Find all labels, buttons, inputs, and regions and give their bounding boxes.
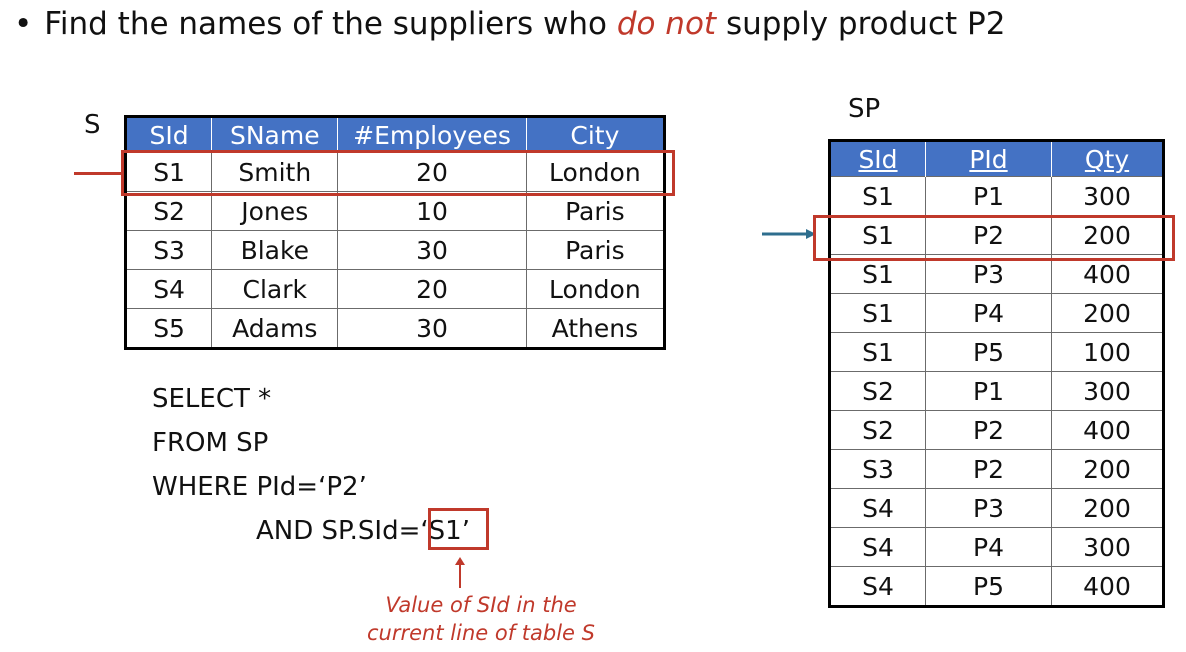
table-cell: Smith <box>211 152 339 192</box>
table-cell: 30 <box>337 308 527 349</box>
table-cell: 400 <box>1051 566 1164 607</box>
annotation-note: Value of SId in the current line of tabl… <box>341 591 621 647</box>
table-row: S3 Blake 30 Paris <box>124 230 666 270</box>
note-line-2: current line of table S <box>367 621 595 645</box>
sql-line-from: FROM SP <box>152 428 269 458</box>
table-row: S4 Clark 20 London <box>124 269 666 309</box>
table-cell: S4 <box>829 527 926 567</box>
column-header: PId <box>925 140 1052 177</box>
column-header: SId <box>829 140 926 177</box>
table-cell: P1 <box>925 371 1052 411</box>
table-cell: Paris <box>525 191 666 231</box>
table-cell: 20 <box>337 152 527 192</box>
sql-and-prefix: AND SP.SId= <box>256 516 421 546</box>
table-cell: P2 <box>925 410 1052 450</box>
table-row: S2 Jones 10 Paris <box>124 191 666 231</box>
table-cell: S1 <box>829 332 926 372</box>
table-cell: Jones <box>211 191 339 231</box>
table-cell: S3 <box>829 449 926 489</box>
table-cell: S4 <box>829 488 926 528</box>
table-row: S3 P2 200 <box>829 449 1164 489</box>
table-cell: P2 <box>925 215 1052 255</box>
title-emphasis: do not <box>616 6 717 42</box>
table-cell: 400 <box>1051 410 1164 450</box>
table-cell: London <box>525 269 666 309</box>
arrow-up-icon <box>455 557 465 588</box>
table-row: S1 P1 300 <box>829 176 1164 216</box>
table-s: SId SName #Employees City S1 Smith 20 London S2… <box>124 115 666 350</box>
table-cell: P1 <box>925 176 1052 216</box>
sql-line-where: WHERE PId=‘P2’ <box>152 472 367 502</box>
highlight-sql-value <box>428 508 489 550</box>
table-cell: S2 <box>124 191 213 231</box>
table-row: S4 P5 400 <box>829 566 1164 607</box>
table-row: S1 P4 200 <box>829 293 1164 333</box>
title-text-after: supply product P2 <box>716 6 1006 42</box>
table-cell: S5 <box>124 308 213 349</box>
table-sp: SId PId Qty S1 P1 300 S1 P2 200 S1 P3 400 S1 P4 200 S1… <box>828 139 1165 608</box>
table-cell: 200 <box>1051 293 1164 333</box>
table-cell: London <box>525 152 666 192</box>
table-cell: S4 <box>124 269 213 309</box>
arrow-right-icon <box>762 229 816 239</box>
table-cell: S4 <box>829 566 926 607</box>
table-cell: 200 <box>1051 488 1164 528</box>
table-row: S2 P1 300 <box>829 371 1164 411</box>
table-cell: S2 <box>829 410 926 450</box>
table-row: S2 P2 400 <box>829 410 1164 450</box>
column-header: SName <box>211 116 339 153</box>
column-header: City <box>525 116 666 153</box>
highlight-sp-row <box>813 215 1175 261</box>
table-cell: 300 <box>1051 371 1164 411</box>
table-cell: S3 <box>124 230 213 270</box>
column-header: #Employees <box>337 116 527 153</box>
title-text-before: Find the names of the suppliers who <box>44 6 617 42</box>
sql-line-and: AND SP.SId=‘S1’ <box>152 509 470 553</box>
sql-query: SELECT * FROM SP WHERE PId=‘P2’ AND SP.S… <box>152 377 470 553</box>
table-cell: P4 <box>925 527 1052 567</box>
table-cell: Clark <box>211 269 339 309</box>
table-row: S1 Smith 20 London <box>124 152 666 192</box>
table-cell: P5 <box>925 566 1052 607</box>
table-cell: 20 <box>337 269 527 309</box>
note-line-1: Value of SId in the <box>385 593 577 617</box>
row-pointer-line <box>74 172 124 175</box>
table-cell: Blake <box>211 230 339 270</box>
highlight-s-row <box>121 150 675 196</box>
sql-line-select: SELECT * <box>152 384 272 414</box>
table-s-label: S <box>84 110 101 140</box>
table-cell: P3 <box>925 488 1052 528</box>
table-cell: Paris <box>525 230 666 270</box>
table-cell: S2 <box>829 371 926 411</box>
column-header: Qty <box>1051 140 1164 177</box>
column-header: SId <box>124 116 213 153</box>
table-sp-label: SP <box>848 94 881 124</box>
table-cell: S1 <box>829 293 926 333</box>
table-cell: Adams <box>211 308 339 349</box>
table-cell: 200 <box>1051 215 1164 255</box>
bullet-icon: • <box>14 6 33 42</box>
table-cell: 30 <box>337 230 527 270</box>
table-row: S4 P3 200 <box>829 488 1164 528</box>
slide-title: • Find the names of the suppliers who do … <box>14 6 1005 42</box>
table-cell: 100 <box>1051 332 1164 372</box>
table-cell: P4 <box>925 293 1052 333</box>
table-row: S5 Adams 30 Athens <box>124 308 666 349</box>
table-cell: S1 <box>829 176 926 216</box>
table-cell: 200 <box>1051 449 1164 489</box>
table-cell: P5 <box>925 332 1052 372</box>
table-cell: 10 <box>337 191 527 231</box>
table-cell: 300 <box>1051 527 1164 567</box>
table-row: S1 P5 100 <box>829 332 1164 372</box>
table-cell: 300 <box>1051 176 1164 216</box>
table-cell: Athens <box>525 308 666 349</box>
table-cell: P2 <box>925 449 1052 489</box>
table-row: S4 P4 300 <box>829 527 1164 567</box>
